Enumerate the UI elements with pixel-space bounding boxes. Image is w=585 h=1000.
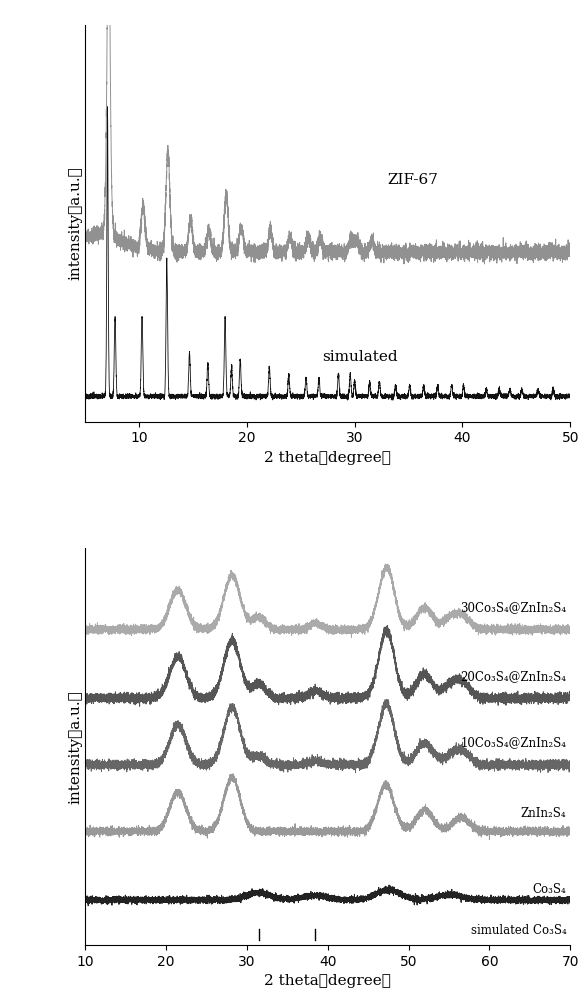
X-axis label: 2 theta（degree）: 2 theta（degree）	[264, 451, 391, 465]
Y-axis label: intensity（a.u.）: intensity（a.u.）	[68, 690, 82, 804]
Text: simulated: simulated	[322, 350, 398, 364]
Text: ZnIn₂S₄: ZnIn₂S₄	[521, 807, 566, 820]
Text: Co₃S₄: Co₃S₄	[532, 883, 566, 896]
Text: 20Co₃S₄@ZnIn₂S₄: 20Co₃S₄@ZnIn₂S₄	[460, 670, 566, 683]
X-axis label: 2 theta（degree）: 2 theta（degree）	[264, 974, 391, 988]
Text: 30Co₃S₄@ZnIn₂S₄: 30Co₃S₄@ZnIn₂S₄	[460, 601, 566, 614]
Text: simulated Co₃S₄: simulated Co₃S₄	[470, 924, 566, 937]
Text: 10Co₃S₄@ZnIn₂S₄: 10Co₃S₄@ZnIn₂S₄	[460, 737, 566, 750]
Y-axis label: intensity（a.u.）: intensity（a.u.）	[68, 166, 82, 280]
Text: ZIF-67: ZIF-67	[387, 173, 438, 187]
